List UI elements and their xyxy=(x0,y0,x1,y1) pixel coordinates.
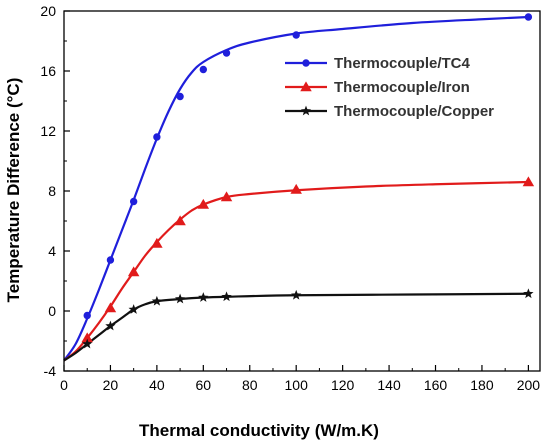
data-point-3-9 xyxy=(523,288,534,299)
data-point-3-8 xyxy=(291,289,302,300)
y-tick-label-7: 20 xyxy=(40,3,56,19)
legend-label-2: Thermocouple/Iron xyxy=(334,79,470,96)
x-tick-label-11: 200 xyxy=(517,377,541,393)
data-point-3-4 xyxy=(151,295,163,306)
series-markers xyxy=(81,13,535,349)
y-tick-label-6: 16 xyxy=(40,63,56,79)
series-line-2 xyxy=(63,180,529,362)
data-point-2-4 xyxy=(151,237,163,248)
data-point-3-5 xyxy=(174,293,186,304)
x-tick-label-4: 60 xyxy=(196,377,212,393)
data-point-1-5 xyxy=(176,92,184,101)
legend-marker-3 xyxy=(300,105,312,116)
x-tick-label-3: 40 xyxy=(149,377,165,393)
data-point-2-8 xyxy=(290,183,302,194)
y-tick-label-3: 4 xyxy=(48,243,56,259)
data-point-3-7 xyxy=(221,291,232,302)
series-line-3 xyxy=(63,292,529,362)
legend-label-3: Thermocouple/Copper xyxy=(334,103,494,120)
x-tick-label-8: 140 xyxy=(377,377,401,393)
data-point-2-7 xyxy=(220,191,233,202)
series-line-1 xyxy=(63,15,529,362)
x-tick-label-1: 0 xyxy=(60,377,68,393)
data-point-2-2 xyxy=(104,302,117,313)
data-point-2-1 xyxy=(81,332,93,343)
data-point-2-6 xyxy=(197,198,210,209)
data-point-2-9 xyxy=(522,176,535,187)
data-point-1-8 xyxy=(292,31,300,39)
data-point-1-7 xyxy=(222,49,231,57)
x-tick-label-9: 160 xyxy=(424,377,448,393)
legend-marker-2 xyxy=(300,81,312,92)
x-tick-label-7: 120 xyxy=(331,377,355,393)
y-tick-label-5: 12 xyxy=(40,123,56,139)
data-point-1-6 xyxy=(199,65,208,74)
data-point-3-2 xyxy=(105,320,116,331)
data-point-2-5 xyxy=(174,215,186,226)
data-point-1-4 xyxy=(153,133,161,141)
data-point-3-1 xyxy=(82,338,93,349)
y-tick-label-1: -4 xyxy=(44,363,57,379)
data-point-1-9 xyxy=(524,13,533,21)
data-point-1-2 xyxy=(106,256,115,264)
y-tick-label-2: 0 xyxy=(48,303,56,319)
y-axis-title: Temperature Difference (°C) xyxy=(4,78,23,303)
legend: Thermocouple/TC4 Thermocouple/Iron Thermoc… xyxy=(285,55,494,120)
data-point-1-3 xyxy=(129,197,138,206)
x-tick-label-2: 20 xyxy=(103,377,119,393)
series-curves xyxy=(63,15,529,362)
x-tick-label-10: 180 xyxy=(470,377,494,393)
y-tick-label-4: 8 xyxy=(48,183,56,199)
legend-label-1: Thermocouple/TC4 xyxy=(334,55,471,72)
data-point-3-3 xyxy=(128,304,139,314)
x-axis-title: Thermal conductivity (W/m.K) xyxy=(139,421,379,440)
x-tick-label-5: 80 xyxy=(242,377,258,393)
data-point-3-6 xyxy=(198,292,209,302)
data-point-2-3 xyxy=(127,266,140,277)
x-tick-label-6: 100 xyxy=(285,377,309,393)
data-point-1-1 xyxy=(83,311,91,320)
legend-marker-1 xyxy=(302,59,310,67)
